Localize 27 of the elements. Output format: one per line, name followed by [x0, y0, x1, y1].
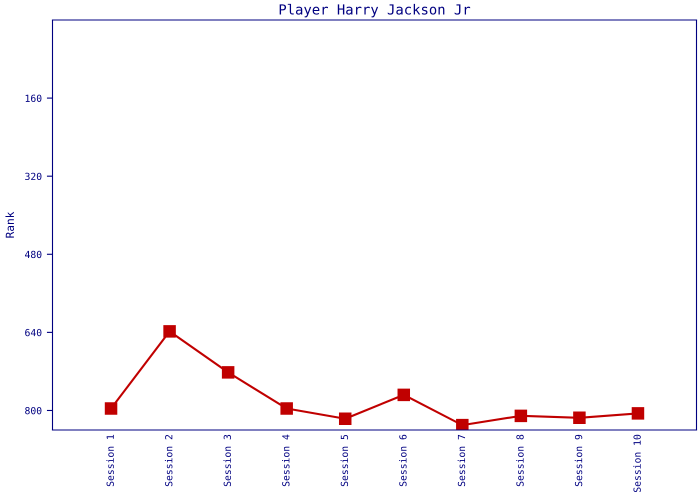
x-tick-label: Session 10 [633, 434, 641, 492]
x-tick-label: Session 7 [458, 434, 466, 486]
x-tick-label: Session 8 [516, 434, 524, 486]
point [222, 366, 234, 379]
x-tick-label: Session 9 [574, 434, 582, 486]
chart-title: Player Harry Jackson Jr [280, 4, 470, 18]
y-tick-label: 480 [25, 250, 42, 258]
point [514, 410, 528, 422]
point [163, 325, 176, 338]
x-tick-label: Session 1 [106, 434, 114, 486]
x-tick-label: Session 5 [340, 434, 348, 486]
x-tick-label: Session 3 [223, 434, 231, 486]
point [456, 418, 469, 430]
point [104, 402, 118, 415]
point [280, 402, 293, 415]
x-tick-label: Session 6 [399, 434, 407, 486]
y-axis-title: Rank [5, 212, 14, 238]
point [573, 412, 586, 424]
point [338, 412, 352, 426]
point [398, 388, 410, 402]
y-tick-label: 640 [25, 328, 42, 336]
point [632, 407, 644, 420]
x-tick-label: Session 2 [164, 434, 172, 486]
y-tick-label: 320 [25, 172, 42, 180]
y-tick-label: 800 [25, 406, 42, 414]
y-tick-label: 160 [26, 94, 42, 102]
x-tick-label: Session 4 [282, 434, 290, 486]
